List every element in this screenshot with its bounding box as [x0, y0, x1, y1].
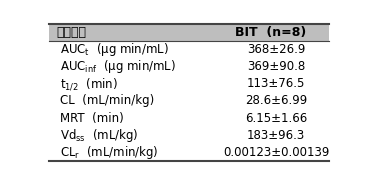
Text: 28.6±6.99: 28.6±6.99: [245, 94, 307, 107]
Text: 369±90.8: 369±90.8: [247, 60, 305, 73]
Text: CL  (mL/min/kg): CL (mL/min/kg): [60, 94, 155, 107]
Text: Vd$_\mathregular{ss}$  (mL/kg): Vd$_\mathregular{ss}$ (mL/kg): [60, 127, 139, 144]
Text: MRT  (min): MRT (min): [60, 112, 124, 125]
Text: BIT  (n=8): BIT (n=8): [235, 26, 306, 39]
Text: 368±26.9: 368±26.9: [247, 43, 305, 56]
Text: CL$_\mathregular{r}$  (mL/min/kg): CL$_\mathregular{r}$ (mL/min/kg): [60, 144, 159, 161]
Text: t$_{1/2}$  (min): t$_{1/2}$ (min): [60, 76, 118, 92]
Text: AUC$_\mathregular{t}$  (μg min/mL): AUC$_\mathregular{t}$ (μg min/mL): [60, 41, 169, 58]
Text: 183±96.3: 183±96.3: [247, 129, 305, 142]
Text: AUC$_\mathregular{inf}$  (μg min/mL): AUC$_\mathregular{inf}$ (μg min/mL): [60, 58, 176, 75]
Text: 파라미터: 파라미터: [56, 26, 86, 39]
Text: 113±76.5: 113±76.5: [247, 77, 305, 90]
Text: 0.00123±0.00139: 0.00123±0.00139: [223, 146, 329, 159]
Text: 6.15±1.66: 6.15±1.66: [245, 112, 307, 125]
